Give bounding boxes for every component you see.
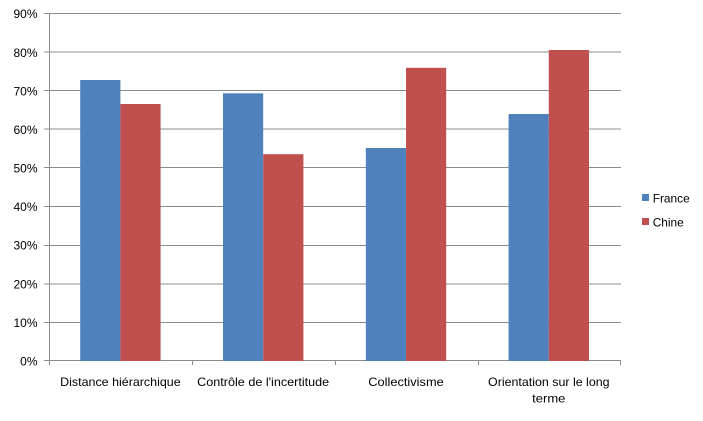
svg-text:90%: 90%	[13, 7, 37, 21]
svg-text:Contrôle de l'incertitude: Contrôle de l'incertitude	[197, 375, 329, 389]
svg-text:50%: 50%	[13, 162, 37, 176]
svg-text:80%: 80%	[13, 46, 37, 60]
svg-text:60%: 60%	[13, 123, 37, 137]
svg-text:20%: 20%	[13, 277, 37, 291]
svg-text:Chine: Chine	[653, 216, 684, 230]
svg-text:0%: 0%	[20, 355, 38, 369]
svg-text:Orientation sur le long: Orientation sur le long	[488, 375, 610, 389]
svg-text:70%: 70%	[13, 84, 37, 98]
svg-text:10%: 10%	[13, 316, 37, 330]
svg-text:Distance hiérarchique: Distance hiérarchique	[60, 375, 181, 389]
svg-text:40%: 40%	[13, 200, 37, 214]
svg-text:France: France	[653, 192, 690, 206]
svg-text:terme: terme	[532, 391, 566, 405]
svg-text:30%: 30%	[13, 239, 37, 253]
svg-text:Collectivisme: Collectivisme	[368, 375, 444, 389]
